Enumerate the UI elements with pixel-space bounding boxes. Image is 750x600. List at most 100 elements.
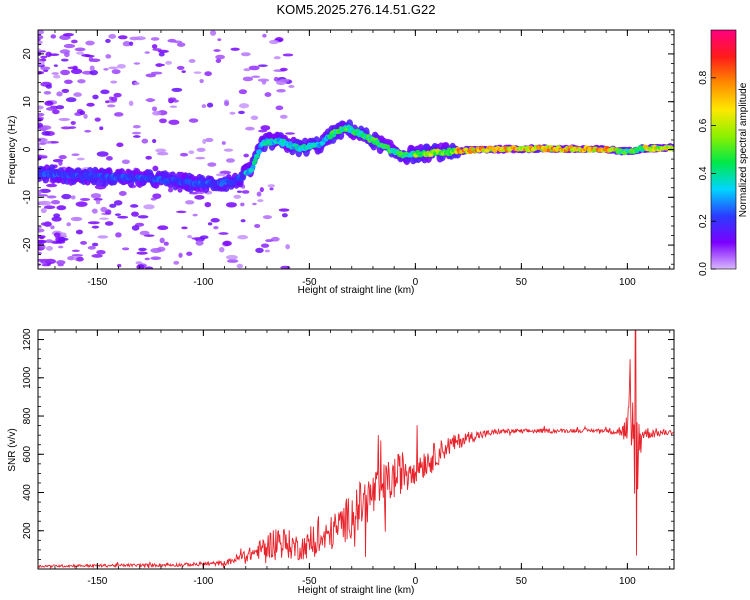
y-tick-label: 20 <box>22 48 33 60</box>
spectrogram-noise-blob <box>103 67 109 71</box>
spectrogram-noise-blob <box>157 225 169 231</box>
spectrogram-noise-blob <box>43 91 52 95</box>
spectrogram-noise-blob <box>261 80 267 85</box>
spectrogram-noise-blob <box>241 190 250 194</box>
spectrogram-noise-blob <box>260 243 270 248</box>
spectrogram-noise-blob <box>206 102 214 108</box>
spectrogram-noise-blob <box>236 263 244 269</box>
spectrogram-ridge-blob <box>257 149 262 154</box>
spectrogram-noise-blob <box>74 47 86 52</box>
spectrogram-noise-blob <box>269 187 274 191</box>
chart-title: KOM5.2025.276.14.51.G22 <box>276 2 435 17</box>
spectrogram-noise-blob <box>224 101 230 107</box>
spectrogram-noise-blob <box>110 96 118 102</box>
spectrogram-noise-blob <box>87 245 96 250</box>
spectrogram-noise-blob <box>152 111 162 116</box>
spectrogram-noise-blob <box>152 138 157 144</box>
spectrogram-noise-blob <box>121 247 130 251</box>
spectrogram-noise-blob <box>188 118 199 123</box>
spectrogram-noise-blob <box>226 259 239 263</box>
spectrogram-ridge-blob <box>255 153 260 159</box>
spectrogram-noise-blob <box>109 203 117 208</box>
spectrogram-noise-blob <box>288 85 295 88</box>
spectrogram-noise-blob <box>262 215 272 220</box>
spectrogram-noise-blob <box>53 213 61 218</box>
spectrogram-noise-blob <box>207 162 217 167</box>
spectrogram-noise-blob <box>61 88 70 93</box>
spectrogram-noise-blob <box>68 126 77 129</box>
spectrogram-noise-blob <box>210 218 220 223</box>
spectrogram-noise-blob <box>176 42 186 47</box>
spectrogram-noise-blob <box>144 266 154 269</box>
spectrogram-noise-blob <box>225 202 237 208</box>
spectrogram-noise-blob <box>108 66 119 70</box>
spectrogram-marks <box>38 30 674 269</box>
spectrogram-noise-blob <box>192 213 198 217</box>
spectrogram-noise-blob <box>75 201 88 207</box>
spectrogram-noise-blob <box>108 34 117 39</box>
spectrogram-ridge-blob <box>252 157 258 163</box>
spectrogram-noise-blob <box>91 242 99 247</box>
spectrogram-noise-blob <box>144 51 150 54</box>
spectrogram-noise-blob <box>285 244 290 250</box>
y-tick-label: 1000 <box>22 366 33 389</box>
colorbar-tick-label: 0.6 <box>698 118 709 132</box>
spectrogram-noise-blob <box>38 251 42 255</box>
spectrogram-noise-blob <box>90 193 102 199</box>
spectrogram-noise-blob <box>171 87 183 92</box>
spectrogram-noise-blob <box>243 153 250 158</box>
spectrogram-noise-blob <box>75 229 84 235</box>
spectrogram-noise-blob <box>186 251 193 256</box>
spectrogram-noise-blob <box>176 210 187 214</box>
spectrogram-noise-blob <box>50 225 55 230</box>
spectrogram-noise-blob <box>138 247 147 252</box>
spectrogram-noise-blob <box>258 129 268 133</box>
spectrogram-noise-blob <box>44 100 54 106</box>
spectrogram-noise-blob <box>38 189 42 196</box>
spectrogram-noise-blob <box>39 200 52 206</box>
spectrogram-noise-blob <box>38 146 42 152</box>
spectrogram-noise-blob <box>46 195 57 199</box>
spectrogram-noise-blob <box>144 257 151 261</box>
spectrogram-noise-blob <box>134 36 146 41</box>
spectrogram-noise-blob <box>135 261 143 265</box>
spectrogram-noise-blob <box>117 263 122 268</box>
spectrogram-noise-blob <box>237 235 249 240</box>
colorbar-tick-label: 0.2 <box>698 214 709 228</box>
spectrogram-noise-blob <box>230 47 240 51</box>
x-tick-label: 100 <box>619 277 636 288</box>
x-tick-label: 100 <box>619 576 636 587</box>
colorbar-label: Normalized spectral amplitude <box>738 82 749 217</box>
x-tick-label: 0 <box>413 277 419 288</box>
spectrogram-noise-blob <box>91 225 100 229</box>
spectrogram-noise-blob <box>243 68 251 72</box>
spectrogram-noise-blob <box>38 48 41 52</box>
snr-y-label: SNR (v/v) <box>7 428 18 471</box>
snr-series-line <box>38 330 674 569</box>
spectrogram-noise-blob <box>51 72 60 75</box>
spectrogram-noise-blob <box>141 138 149 144</box>
spectrogram-noise-blob <box>57 245 64 249</box>
y-tick-label: 1200 <box>22 328 33 351</box>
spectrogram-noise-blob <box>43 221 52 227</box>
spectrogram-noise-blob <box>62 32 74 37</box>
spectrogram-noise-blob <box>100 206 108 213</box>
spectrogram-noise-blob <box>136 251 148 255</box>
spectrogram-noise-blob <box>70 216 83 222</box>
snr-x-label: Height of straight line (km) <box>298 585 415 596</box>
spectrogram-noise-blob <box>97 235 109 239</box>
spectrogram-noise-blob <box>89 69 99 76</box>
spectrogram-noise-blob <box>105 156 113 161</box>
spectrogram-noise-blob <box>80 197 91 202</box>
spectrogram-noise-blob <box>38 30 45 35</box>
spectrogram-noise-blob <box>285 132 296 135</box>
spectrogram-noise-blob <box>104 221 114 226</box>
spectrogram-noise-blob <box>71 249 80 253</box>
spectrogram-noise-blob <box>225 158 235 163</box>
spectrogram-noise-blob <box>40 207 47 214</box>
spectrogram-noise-blob <box>279 114 288 119</box>
spectrogram-noise-blob <box>45 246 53 251</box>
spectrogram-noise-blob <box>48 53 60 56</box>
spectrogram-noise-blob <box>65 97 77 103</box>
spectrogram-noise-blob <box>267 184 276 188</box>
